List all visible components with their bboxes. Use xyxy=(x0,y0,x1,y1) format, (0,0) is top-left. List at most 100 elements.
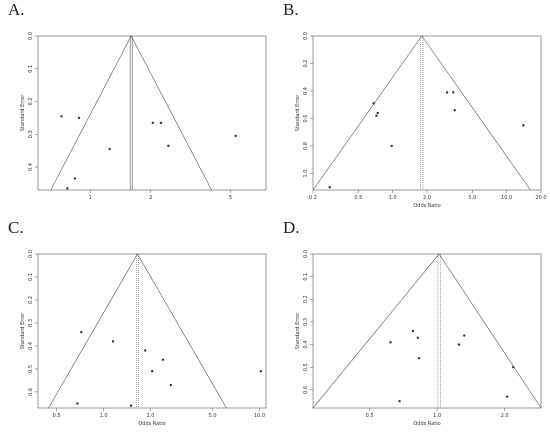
chart-3-point-1 xyxy=(398,400,401,403)
chart-1-x-tick-label-6: 20.0 xyxy=(535,195,546,201)
chart-3-y-tick-label-4: 0.4 xyxy=(303,341,309,349)
chart-1-x-axis-title: Odds Ratio xyxy=(413,203,440,209)
chart-1-x-tick-label-4: 5.0 xyxy=(468,195,476,201)
chart-2-point-6 xyxy=(76,402,79,405)
chart-2-point-2 xyxy=(144,349,147,352)
chart-3-point-7 xyxy=(505,395,509,398)
chart-1-point-7 xyxy=(453,109,456,112)
chart-1-point-3 xyxy=(376,111,379,115)
chart-1-point-2 xyxy=(375,114,378,117)
chart-0-point-4 xyxy=(108,147,111,151)
chart-3-x-axis-title: Odds Ratio xyxy=(413,421,440,427)
chart-1-x-tick-label-3: 2.0 xyxy=(423,195,431,201)
chart-3-y-tick-label-0: 0.0 xyxy=(303,250,309,258)
chart-2-plot-frame xyxy=(37,253,267,409)
chart-0-point-7 xyxy=(167,144,170,147)
funnel-plot-d-svg: 0.5 1.0 2.0 0.0 0.1 0.2 0.3 0.4 0.5 0.6 Odds Ratio… xyxy=(295,250,542,427)
chart-1-y-tick-label-1: 0.2 xyxy=(303,60,309,68)
chart-1-funnel-right-line xyxy=(421,35,531,191)
chart-2-funnel-right-line xyxy=(137,253,227,409)
chart-3-y-axis-title: Standard Error xyxy=(295,312,301,349)
chart-3-point-2 xyxy=(411,329,415,333)
chart-3-funnel-left-line xyxy=(312,253,440,409)
chart-2-point-7 xyxy=(129,404,133,407)
chart-1-y-tick-label-5: 1.0 xyxy=(303,170,309,178)
funnel-plot-a-svg: 1 2 5 0.0 0.1 0.2 0.3 0.4 Standard Error xyxy=(20,32,267,201)
chart-2-y-tick-label-3: 0.3 xyxy=(28,319,34,327)
chart-1-plot-frame xyxy=(312,35,542,191)
chart-3-point-3 xyxy=(416,336,420,339)
chart-3-x-tick-label-0: 0.5 xyxy=(366,413,374,419)
chart-2-y-tick-label-2: 0.2 xyxy=(28,296,34,304)
funnel-plot-b-svg: 0.2 0.5 1.0 2.0 5.0 10.0 20.0 0.0 0.2 0.4 0.6 0.8 1.… xyxy=(295,32,547,209)
chart-2-point-3 xyxy=(150,370,154,373)
chart-0-point-8 xyxy=(234,134,237,138)
chart-3-x-tick-label-2: 2.0 xyxy=(501,413,509,419)
chart-3-y-tick-label-5: 0.5 xyxy=(303,363,309,371)
chart-3-y-tick-label-1: 0.1 xyxy=(303,273,309,281)
chart-2-point-8 xyxy=(259,370,263,373)
chart-0-funnel-right-line xyxy=(130,35,212,191)
chart-2-y-tick-label-5: 0.5 xyxy=(28,365,34,373)
funnel-plot-panel-a: A. 1 2 5 0.0 0.1 0.2 0.3 0.4 Standard Error xyxy=(0,0,275,217)
chart-1-y-tick-label-4: 0.8 xyxy=(303,142,309,150)
chart-0-point-0 xyxy=(60,115,63,118)
chart-1-x-tick-label-1: 0.5 xyxy=(354,195,362,201)
chart-1-x-tick-label-0: 0.2 xyxy=(309,195,317,201)
chart-2-y-tick-label-6: 0.6 xyxy=(28,388,34,396)
chart-0-y-tick-label-0: 0.0 xyxy=(28,32,34,40)
chart-3-y-tick-label-3: 0.3 xyxy=(303,318,309,326)
chart-0-x-tick-label-2: 5 xyxy=(229,195,232,201)
chart-2-x-tick-label-1: 1.0 xyxy=(100,413,108,419)
chart-1-y-tick-label-0: 0.0 xyxy=(303,32,309,40)
chart-2-x-tick-label-0: 0.5 xyxy=(53,413,61,419)
chart-2-y-tick-label-4: 0.4 xyxy=(28,342,34,350)
chart-2-x-tick-label-2: 2.0 xyxy=(147,413,155,419)
chart-0-y-tick-label-2: 0.2 xyxy=(28,98,34,106)
chart-3-point-0 xyxy=(389,341,392,344)
chart-2-y-tick-label-1: 0.1 xyxy=(28,273,34,281)
chart-1-point-5 xyxy=(445,91,449,94)
chart-3-point-5 xyxy=(457,343,461,346)
chart-2-point-4 xyxy=(161,358,165,361)
chart-0-point-5 xyxy=(151,121,155,125)
panel-label-a: A. xyxy=(8,0,25,19)
chart-3-y-tick-label-6: 0.6 xyxy=(303,386,309,394)
chart-3-point-6 xyxy=(463,334,466,337)
chart-0-funnel-left-line xyxy=(50,35,132,191)
chart-2-point-1 xyxy=(111,340,115,343)
chart-1-y-tick-label-3: 0.6 xyxy=(303,115,309,123)
chart-2-x-tick-label-3: 5.0 xyxy=(209,413,217,419)
funnel-plot-panel-c: C. 0.5 1.0 2.0 5.0 10.0 0.0 0.1 0.2 0.3 0.4 0.5 0.6… xyxy=(0,218,275,435)
panel-label-b: B. xyxy=(283,0,299,19)
chart-0-x-tick-label-0: 1 xyxy=(89,195,92,201)
funnel-plot-c-svg: 0.5 1.0 2.0 5.0 10.0 0.0 0.1 0.2 0.3 0.4 0.5 0.6 Odd… xyxy=(20,250,267,427)
chart-3-y-tick-label-2: 0.2 xyxy=(303,295,309,303)
chart-2-funnel-left-line xyxy=(48,253,138,409)
chart-3-x-tick-label-1: 1.0 xyxy=(433,413,441,419)
chart-1-point-1 xyxy=(372,102,375,105)
chart-0-point-6 xyxy=(159,121,163,125)
chart-1-point-4 xyxy=(390,144,393,148)
chart-0-point-1 xyxy=(77,116,81,120)
chart-0-y-axis-title: Standard Error xyxy=(20,94,26,131)
panel-label-c: C. xyxy=(8,218,24,237)
chart-1-point-0 xyxy=(328,186,331,189)
chart-1-y-axis-title: Standard Error xyxy=(295,94,301,131)
chart-2-point-0 xyxy=(80,330,83,334)
chart-0-point-2 xyxy=(73,177,77,180)
chart-2-y-axis-title: Standard Error xyxy=(20,312,26,349)
funnel-plot-panel-b: B. 0.2 0.5 1.0 2.0 5.0 10.0 20.0 0.0 0.2 0.4 0.6 0.… xyxy=(275,0,550,217)
chart-1-x-tick-label-2: 1.0 xyxy=(389,195,397,201)
chart-0-plot-frame xyxy=(37,35,267,191)
chart-1-point-8 xyxy=(522,124,525,127)
chart-2-y-tick-label-0: 0.0 xyxy=(28,250,34,258)
panel-label-d: D. xyxy=(283,218,300,237)
chart-0-y-tick-label-3: 0.3 xyxy=(28,130,34,138)
chart-1-x-tick-label-5: 10.0 xyxy=(501,195,512,201)
chart-3-point-4 xyxy=(417,356,421,360)
chart-0-point-3 xyxy=(66,187,69,190)
chart-2-x-axis-title: Odds Ratio xyxy=(138,421,165,427)
chart-2-point-5 xyxy=(169,383,173,387)
chart-3-point-8 xyxy=(511,366,515,369)
